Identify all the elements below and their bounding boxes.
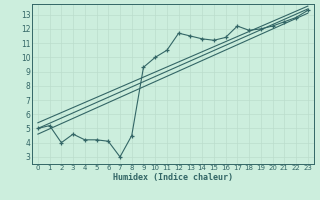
X-axis label: Humidex (Indice chaleur): Humidex (Indice chaleur) xyxy=(113,173,233,182)
